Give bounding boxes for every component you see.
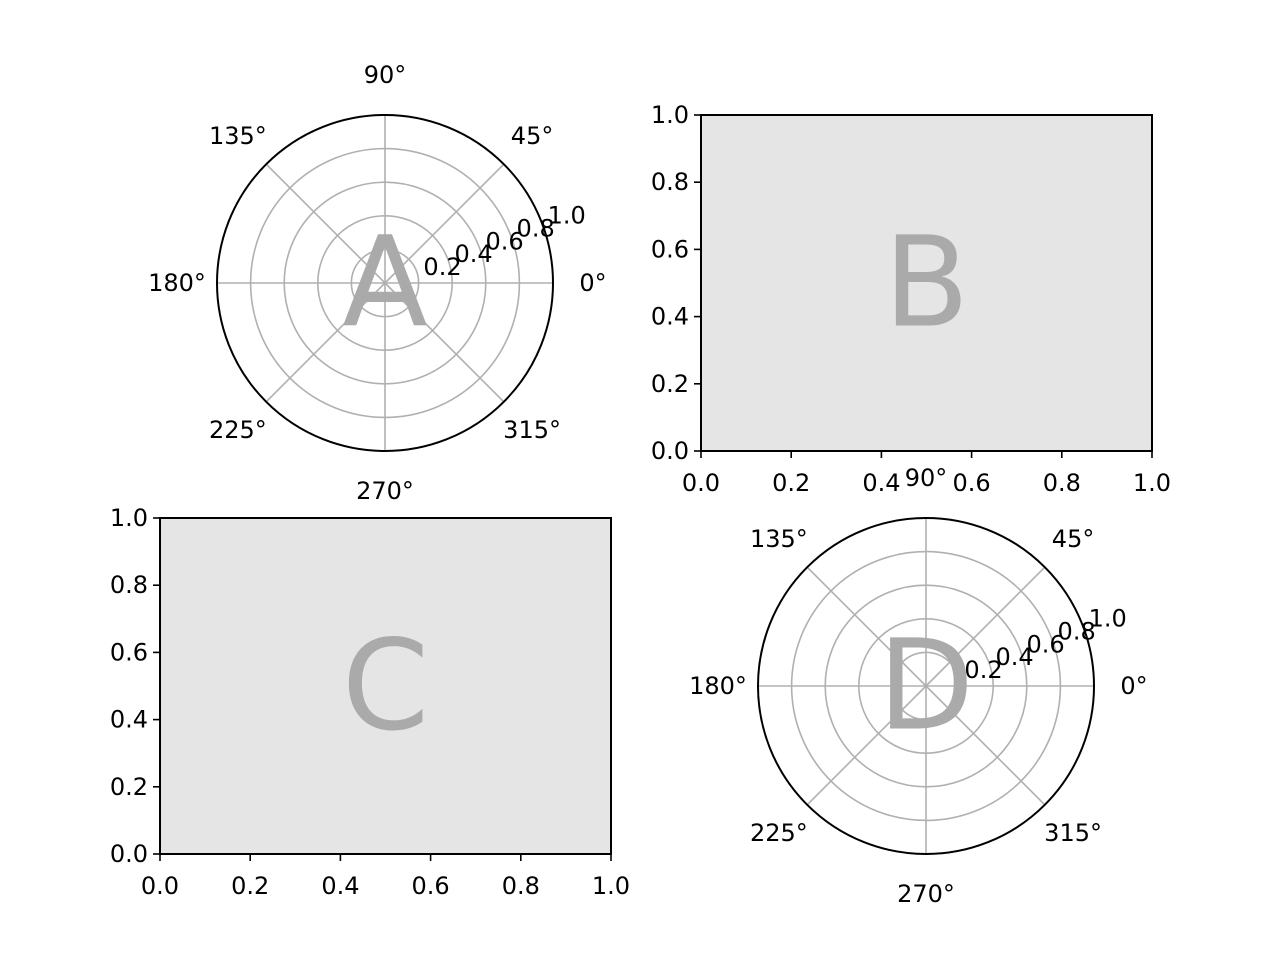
polar-frame [216, 114, 554, 452]
r-tick-label: 0.2 [964, 656, 1002, 684]
x-tick-label: 1.0 [1133, 469, 1171, 497]
theta-tick-label: 45° [1052, 525, 1095, 553]
x-tick-label: 1.0 [592, 872, 630, 900]
polar-frame [757, 517, 1095, 855]
theta-gridline-45 [384, 163, 505, 284]
theta-tick-label: 90° [364, 61, 407, 89]
y-tick-label: 0.4 [651, 303, 689, 331]
theta-tick-label: 45° [511, 122, 554, 150]
r-tick-label: 0.6 [1027, 630, 1065, 658]
y-tick-label: 0.8 [651, 168, 689, 196]
panel-label: A [342, 211, 428, 356]
theta-tick-label: 135° [750, 525, 808, 553]
r-tick-label: 0.4 [995, 643, 1033, 671]
r-tick-label: 0.4 [454, 240, 492, 268]
axes-frame [159, 517, 612, 855]
x-tick-label: 0.8 [502, 872, 540, 900]
x-tick-label: 0.2 [772, 469, 810, 497]
x-tick-label: 0.6 [953, 469, 991, 497]
x-tick-label: 0.0 [141, 872, 179, 900]
theta-tick-label: 0° [579, 269, 606, 297]
x-tick-label: 0.4 [321, 872, 359, 900]
y-tick-label: 0.6 [651, 235, 689, 263]
theta-tick-label: 180° [148, 269, 206, 297]
axes-frame [700, 114, 1153, 452]
theta-tick-label: 270° [356, 477, 414, 505]
theta-gridline-135 [806, 566, 927, 687]
theta-tick-label: 270° [897, 880, 955, 908]
panel-a: A 0° 45° 90° 135° 180° 225° 270° 315° 0.20.40.60.… [148, 61, 607, 505]
panel-d: D 0°45°90°135°180°225°270°315°0.20.40.60.… [689, 464, 1148, 908]
theta-tick-label: 180° [689, 672, 747, 700]
r-tick-label: 1.0 [548, 202, 586, 230]
axes-background [160, 518, 611, 854]
x-tick-label: 0.6 [412, 872, 450, 900]
theta-tick-label: 315° [503, 416, 561, 444]
theta-gridline-45 [925, 566, 1046, 687]
x-tick-label: 0.0 [682, 469, 720, 497]
panel-label: B [884, 211, 970, 356]
theta-tick-label: 315° [1044, 819, 1102, 847]
axes-background [701, 115, 1152, 451]
panels: A 0°45°90°135°180°225°270°315°0.20.40.60.… [110, 61, 1171, 908]
x-tick-label: 0.2 [231, 872, 269, 900]
r-tick-label: 0.8 [1058, 618, 1096, 646]
y-tick-label: 0.4 [110, 706, 148, 734]
r-tick-label: 0.8 [517, 215, 555, 243]
panel-c: C 0.0 0.2 0.4 0.6 0.8 1.0 0.0 0.2 0.4 0.6 0.8 1.0 [110, 504, 630, 900]
theta-tick-label: 90° [905, 464, 948, 492]
panel-b: B 0.0 0.2 0.4 0.6 0.8 1.0 0.0 0.2 0.4 0.6 0.8 1.0 [651, 101, 1171, 497]
y-tick-label: 0.0 [110, 840, 148, 868]
y-tick-label: 1.0 [651, 101, 689, 129]
theta-tick-label: 225° [750, 819, 808, 847]
theta-gridline-225 [806, 685, 927, 806]
theta-gridline-225 [265, 282, 386, 403]
y-tick-label: 0.6 [110, 638, 148, 666]
r-tick-label: 0.6 [486, 227, 524, 255]
theta-tick-label: 0° [1120, 672, 1147, 700]
panel-label: C [342, 614, 429, 759]
theta-tick-label: 225° [209, 416, 267, 444]
theta-gridline-315 [384, 282, 505, 403]
y-tick-label: 0.8 [110, 571, 148, 599]
y-tick-label: 1.0 [110, 504, 148, 532]
r-tick-label: 1.0 [1089, 605, 1127, 633]
theta-gridline-135 [265, 163, 386, 284]
panel-label: D [878, 614, 974, 759]
y-tick-label: 0.2 [651, 370, 689, 398]
x-tick-label: 0.8 [1043, 469, 1081, 497]
y-tick-label: 0.0 [651, 437, 689, 465]
x-tick-label: 0.4 [862, 469, 900, 497]
theta-tick-label: 135° [209, 122, 267, 150]
theta-gridline-315 [925, 685, 1046, 806]
y-tick-label: 0.2 [110, 773, 148, 801]
r-tick-label: 0.2 [423, 253, 461, 281]
